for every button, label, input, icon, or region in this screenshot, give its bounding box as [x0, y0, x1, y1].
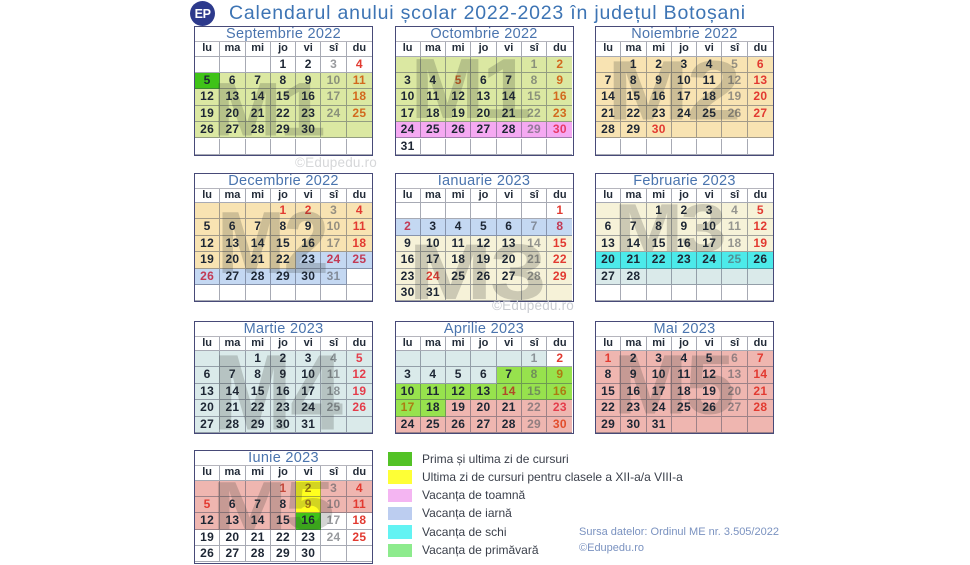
- svg-text:EP: EP: [195, 7, 211, 21]
